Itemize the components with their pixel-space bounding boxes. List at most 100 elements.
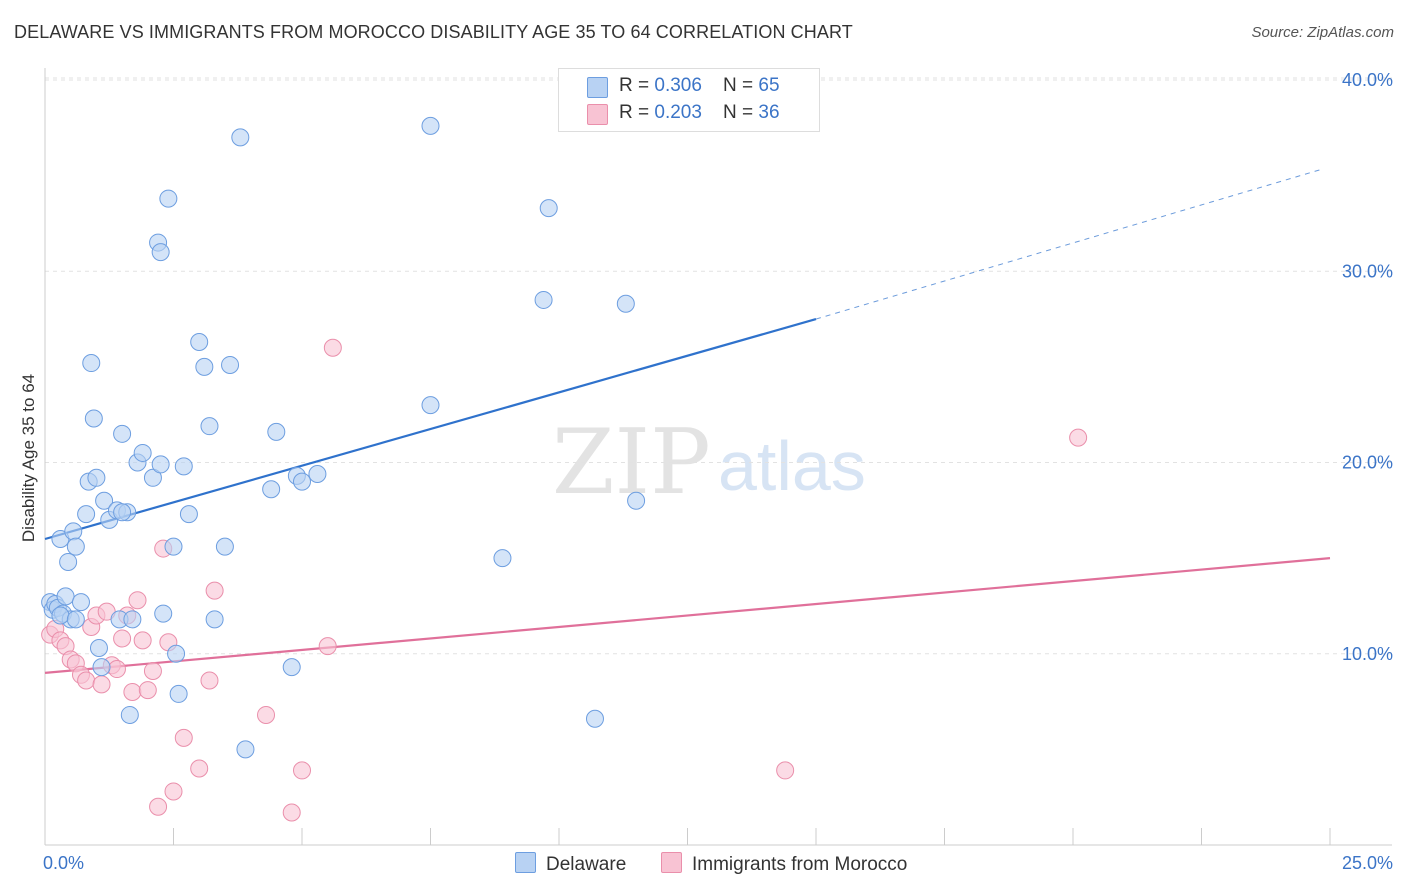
morocco-point [205, 581, 224, 600]
delaware-point [159, 189, 178, 208]
delaware-point [151, 243, 170, 262]
delaware-point [89, 639, 108, 658]
morocco-point [143, 661, 162, 680]
bottom-legend-label-delaware: Delaware [546, 854, 627, 875]
legend-n-value-delaware: 65 [758, 75, 780, 96]
legend-n-label: N = [723, 75, 759, 96]
delaware-point [164, 537, 183, 556]
delaware-point [151, 455, 170, 474]
morocco-point [1069, 428, 1088, 447]
delaware-point [231, 128, 250, 147]
legend-r-value-morocco: 0.203 [654, 102, 702, 123]
delaware-point [308, 464, 327, 483]
delaware-point [154, 604, 173, 623]
grid-lines [45, 77, 1392, 655]
delaware-point [169, 684, 188, 703]
delaware-point [82, 354, 101, 373]
y-tick-label: 20.0% [1342, 453, 1393, 473]
delaware-point [84, 409, 103, 428]
morocco-point [123, 683, 142, 701]
delaware-point [95, 491, 114, 510]
morocco-point [323, 338, 342, 357]
delaware-point [493, 549, 512, 568]
delaware-point [77, 505, 96, 524]
delaware-point [293, 472, 311, 491]
delaware-point [221, 355, 240, 374]
bottom-legend-label-morocco: Immigrants from Morocco [692, 854, 908, 875]
delaware-point [56, 587, 75, 606]
delaware-point [120, 705, 139, 724]
trend-lines [44, 169, 1331, 674]
delaware-point [421, 116, 440, 135]
morocco-point [138, 681, 157, 700]
morocco-point [282, 803, 301, 822]
morocco-point [113, 629, 132, 648]
trend-line-morocco [44, 557, 1331, 674]
morocco-point [257, 705, 276, 724]
delaware-point [534, 290, 553, 309]
legend-swatch-delaware [587, 77, 608, 98]
delaware-point [539, 199, 558, 218]
delaware-point [113, 424, 132, 443]
delaware-point [174, 457, 193, 476]
morocco-point [107, 660, 126, 679]
delaware-point [71, 593, 90, 612]
delaware-point [51, 606, 70, 625]
delaware-point [616, 294, 635, 313]
delaware-point [167, 644, 186, 663]
morocco-point [200, 671, 219, 690]
morocco-point [293, 761, 311, 780]
x-tick-label-right: 25.0% [1342, 853, 1393, 873]
morocco-point [164, 782, 183, 801]
stats-legend: R = 0.306 N = 65 R = 0.203 N = 36 [558, 68, 820, 132]
delaware-point [236, 740, 255, 759]
morocco-point [92, 675, 111, 694]
morocco-point [77, 671, 96, 690]
morocco-point [190, 759, 209, 778]
tick-labels: 10.0% 20.0% 30.0% 40.0% 0.0% 25.0% [43, 70, 1393, 873]
y-tick-label: 30.0% [1342, 261, 1393, 281]
delaware-point [195, 357, 214, 376]
delaware-point [179, 505, 198, 524]
morocco-point [128, 591, 147, 610]
delaware-point [64, 522, 83, 541]
x-tick-label-left: 0.0% [43, 853, 84, 873]
delaware-point [133, 443, 152, 462]
delaware-points [41, 116, 646, 759]
bottom-legend-swatch-delaware [515, 852, 536, 873]
delaware-point [215, 537, 234, 556]
delaware-point [200, 417, 219, 436]
morocco-point [149, 797, 168, 816]
legend-r-value-delaware: 0.306 [654, 75, 702, 96]
delaware-point [92, 658, 111, 677]
morocco-point [174, 728, 193, 747]
y-tick-label: 40.0% [1342, 70, 1393, 90]
legend-swatch-morocco [587, 104, 608, 125]
delaware-point [87, 468, 106, 487]
legend-n-value-morocco: 36 [758, 102, 780, 123]
bottom-legend-delaware: Delaware [515, 852, 626, 876]
bottom-legend-swatch-morocco [661, 852, 682, 873]
chart-title: DELAWARE VS IMMIGRANTS FROM MOROCCO DISA… [14, 22, 853, 42]
delaware-point [267, 422, 286, 441]
delaware-point [282, 658, 301, 677]
axes [44, 68, 1392, 846]
morocco-point [133, 631, 152, 650]
delaware-point [66, 537, 85, 556]
legend-r-label: R = [619, 75, 655, 96]
watermark-atlas: atlas [718, 427, 866, 505]
trend-line-delaware-extension [815, 169, 1320, 320]
delaware-point [59, 552, 78, 571]
y-tick-label: 10.0% [1342, 644, 1393, 664]
delaware-point [421, 396, 440, 415]
trend-line-delaware [44, 318, 817, 541]
legend-n-label: N = [723, 102, 759, 123]
delaware-point [113, 503, 132, 522]
morocco-point [776, 761, 795, 780]
delaware-point [143, 468, 162, 487]
delaware-point [585, 709, 604, 728]
delaware-point [627, 491, 646, 510]
delaware-point [205, 610, 224, 629]
legend-r-label: R = [619, 102, 655, 123]
